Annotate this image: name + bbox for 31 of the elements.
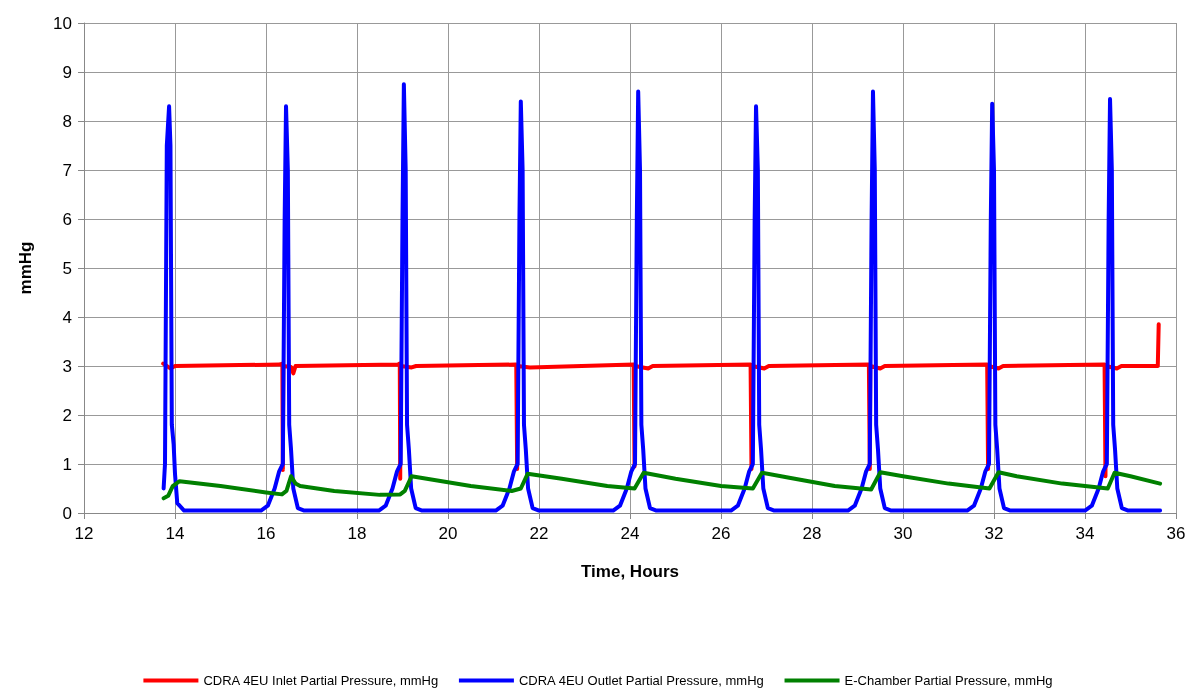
x-tick-label: 28 [802, 524, 822, 543]
x-tick-label: 30 [893, 524, 913, 543]
y-tick-label: 6 [62, 209, 72, 229]
legend-label: CDRA 4EU Inlet Partial Pressure, mmHg [203, 673, 439, 688]
x-tick-label: 32 [984, 524, 1004, 543]
x-tick-label: 24 [620, 524, 640, 543]
x-tick-label: 16 [256, 524, 276, 543]
legend-label: E-Chamber Partial Pressure, mmHg [844, 673, 1053, 688]
y-tick-label: 9 [62, 62, 72, 82]
y-tick-label: 5 [62, 258, 72, 278]
legend-label: CDRA 4EU Outlet Partial Pressure, mmHg [518, 673, 764, 688]
x-axis-title: Time, Hours [581, 562, 679, 581]
x-tick-label: 26 [711, 524, 731, 543]
x-tick-label: 20 [438, 524, 458, 543]
line-series [161, 82, 1163, 513]
y-tick-label: 1 [62, 454, 72, 474]
y-tick-label: 7 [62, 160, 72, 180]
y-tick-label: 3 [62, 356, 72, 376]
x-tick-label: 14 [165, 524, 185, 543]
y-axis-title: mmHg [16, 241, 35, 295]
x-tick-label: 36 [1166, 524, 1186, 543]
x-tick-label: 22 [529, 524, 549, 543]
y-tick-label: 10 [53, 13, 72, 33]
x-tick-label: 12 [74, 524, 94, 543]
line-series [161, 470, 1163, 501]
y-tick-label: 2 [62, 405, 72, 425]
y-tick-label: 0 [62, 503, 72, 523]
y-tick-label: 8 [62, 111, 72, 131]
y-tick-label: 4 [62, 307, 72, 327]
x-tick-label: 34 [1075, 524, 1095, 543]
x-tick-label: 18 [347, 524, 367, 543]
